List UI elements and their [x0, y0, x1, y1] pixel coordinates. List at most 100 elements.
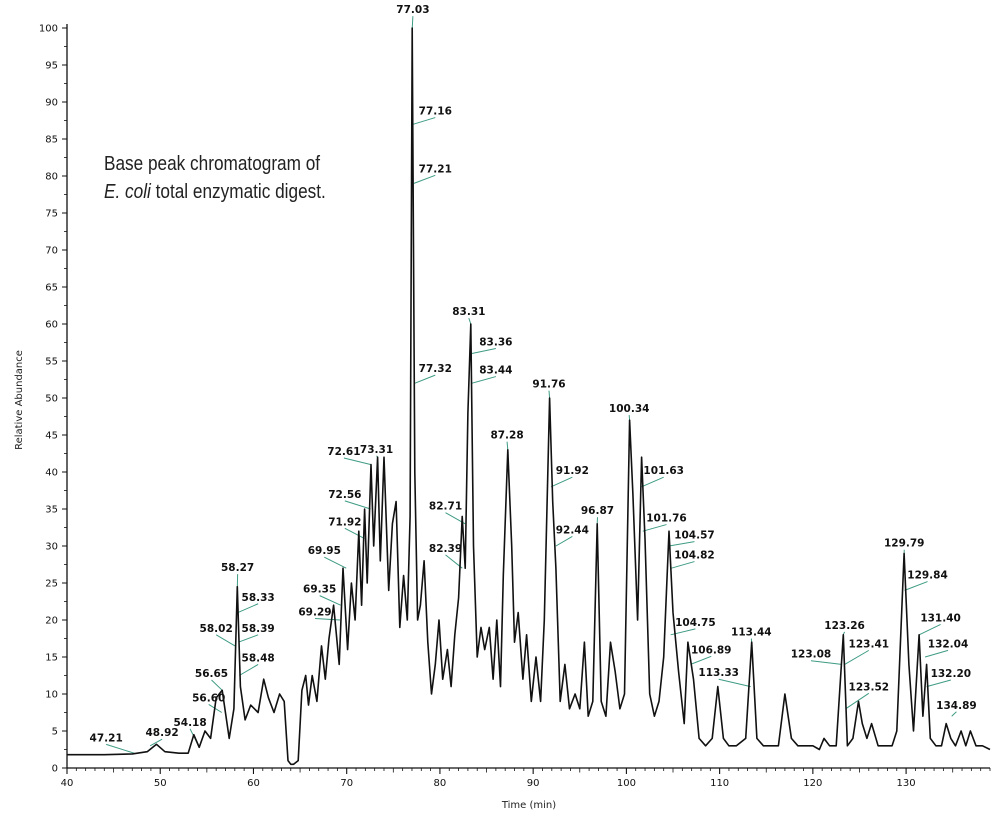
peak-label: 83.31: [452, 306, 485, 318]
peak-label: 101.63: [643, 465, 684, 477]
peak-label: 132.20: [931, 668, 972, 680]
peak-label: 106.89: [691, 644, 732, 656]
y-tick-label: 10: [45, 690, 58, 701]
y-tick-label: 95: [45, 61, 58, 72]
peak-leader-line: [904, 581, 928, 591]
peak-label: 101.76: [646, 513, 687, 525]
y-tick-label: 5: [52, 727, 58, 738]
y-tick-label: 55: [45, 357, 58, 368]
peak-label: 83.44: [479, 365, 512, 377]
peak-leader-line: [555, 535, 573, 547]
peak-label: 58.02: [200, 623, 233, 635]
peak-label: 92.44: [556, 524, 589, 536]
peak-label: 47.21: [90, 732, 123, 744]
peak-leader-line: [468, 317, 472, 325]
peak-label: 71.92: [328, 516, 361, 528]
peak-label: 77.32: [419, 363, 452, 375]
y-tick-label: 45: [45, 431, 58, 442]
peak-label: 123.41: [849, 638, 890, 650]
caption-rest: total enzymatic digest.: [150, 181, 326, 203]
peak-label: 100.34: [609, 403, 650, 415]
x-tick-label: 130: [897, 778, 916, 789]
peak-leader-line: [718, 678, 751, 688]
peak-leader-line: [106, 743, 135, 754]
y-axis-label: Relative Abundance: [14, 350, 25, 450]
y-tick-label: 50: [45, 394, 58, 405]
peak-leader-line: [845, 692, 870, 710]
peak-leader-line: [314, 618, 341, 621]
peak-leader-line: [926, 679, 951, 688]
peak-label: 123.08: [791, 649, 832, 661]
peak-label: 72.56: [328, 489, 361, 501]
peak-leader-line: [411, 16, 414, 29]
x-tick-label: 100: [617, 778, 636, 789]
peak-label: 91.76: [532, 379, 565, 391]
peak-label: 69.29: [298, 607, 331, 619]
peak-leader-line: [671, 561, 695, 569]
y-tick-label: 40: [45, 468, 58, 479]
peak-leader-line: [343, 457, 372, 466]
peak-label: 123.26: [824, 620, 865, 632]
y-tick-label: 75: [45, 209, 58, 220]
y-tick-label: 25: [45, 579, 58, 590]
peak-leader-line: [414, 374, 436, 384]
x-tick-label: 60: [247, 778, 260, 789]
y-tick-label: 0: [52, 764, 58, 775]
peak-label: 91.92: [556, 465, 589, 477]
peak-leader-line: [413, 117, 436, 125]
peak-leader-line: [471, 376, 497, 384]
peak-label: 73.31: [360, 444, 393, 456]
peak-label: 56.65: [195, 668, 228, 680]
x-tick-label: 70: [340, 778, 353, 789]
x-tick-label: 50: [154, 778, 167, 789]
peak-label: 69.95: [308, 545, 341, 557]
x-axis-label: Time (min): [501, 800, 556, 811]
peak-label: 69.35: [303, 584, 336, 596]
peak-leader-lines: [106, 16, 957, 754]
y-tick-label: 65: [45, 283, 58, 294]
x-tick-label: 120: [803, 778, 822, 789]
y-tick-label: 90: [45, 98, 58, 109]
peak-label: 77.03: [396, 4, 429, 16]
peak-label: 113.33: [698, 667, 739, 679]
peak-label: 129.79: [884, 538, 925, 550]
peak-leader-line: [344, 500, 371, 510]
peak-leader-line: [810, 660, 842, 665]
peak-label: 58.39: [242, 623, 275, 635]
peak-label: 77.16: [419, 106, 452, 118]
peak-label: 58.27: [221, 562, 254, 574]
peak-leader-line: [548, 390, 551, 399]
x-tick-label: 80: [434, 778, 447, 789]
peak-label: 129.84: [907, 570, 948, 582]
peak-label: 54.18: [173, 717, 206, 729]
y-tick-label: 70: [45, 246, 58, 257]
y-tick-label: 80: [45, 172, 58, 183]
peak-leader-line: [237, 603, 259, 614]
peak-leader-line: [471, 347, 496, 355]
peak-label: 48.92: [145, 727, 178, 739]
peak-leader-line: [506, 441, 509, 450]
peak-label: 58.33: [242, 592, 275, 604]
peak-label: 82.71: [429, 501, 462, 513]
peak-label: 96.87: [581, 505, 614, 517]
peak-label: 113.44: [731, 627, 772, 639]
peak-leader-line: [239, 664, 259, 676]
peak-leader-line: [918, 624, 941, 636]
y-tick-label: 100: [39, 24, 58, 35]
x-tick-label: 40: [61, 778, 74, 789]
y-tick-label: 30: [45, 542, 58, 553]
peak-leader-line: [215, 634, 236, 647]
peak-label: 104.82: [674, 550, 715, 562]
caption-line-1: Base peak chromatogram of: [104, 153, 321, 175]
caption-line-2: E. coli total enzymatic digest.: [104, 178, 326, 206]
peak-label: 82.39: [429, 543, 462, 555]
peak-leader-line: [238, 634, 259, 643]
peak-leader-line: [844, 649, 870, 665]
peak-leader-line: [550, 476, 573, 488]
caption-species: E. coli: [104, 181, 151, 203]
peak-leader-line: [668, 541, 695, 547]
peak-label: 58.48: [242, 652, 275, 664]
peak-label: 132.04: [928, 638, 969, 650]
